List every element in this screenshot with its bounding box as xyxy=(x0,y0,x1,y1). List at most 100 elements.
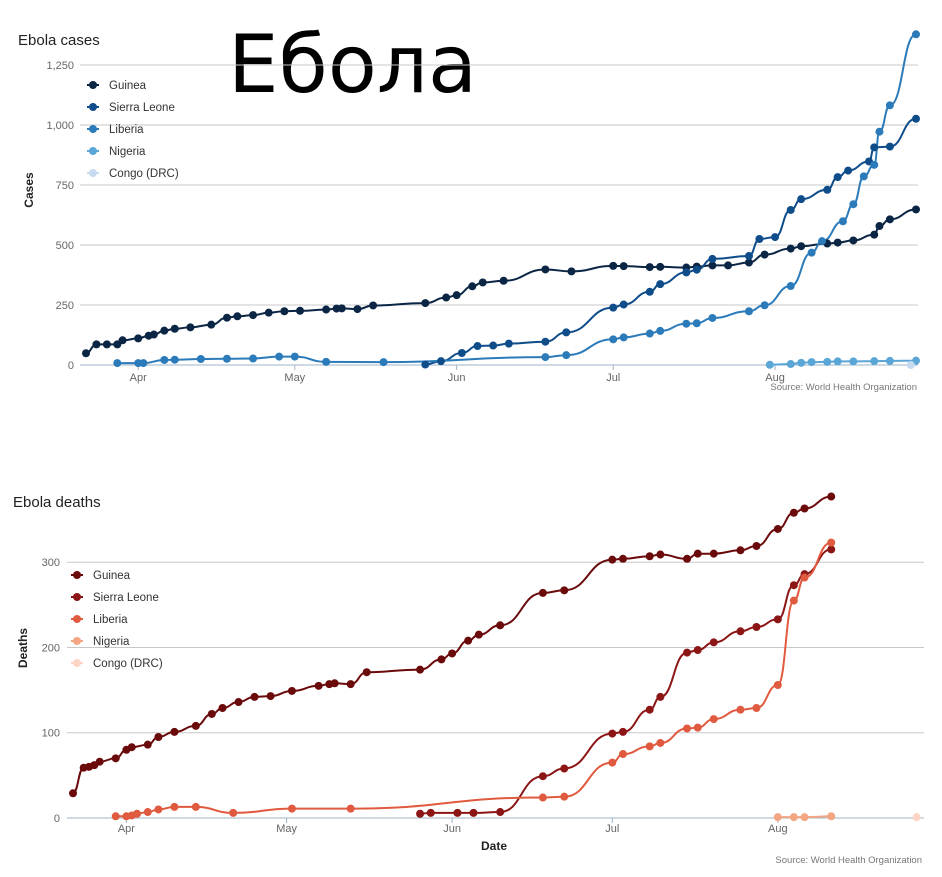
deaths-point-guinea[interactable] xyxy=(656,550,665,559)
deaths-point-sierra-leone[interactable] xyxy=(693,646,702,655)
cases-point-liberia[interactable] xyxy=(619,333,628,342)
deaths-point-sierra-leone[interactable] xyxy=(496,808,505,817)
deaths-point-guinea[interactable] xyxy=(143,740,152,749)
cases-point-sierra-leone[interactable] xyxy=(692,265,701,274)
deaths-point-liberia[interactable] xyxy=(773,680,782,689)
cases-point-guinea[interactable] xyxy=(207,320,216,329)
deaths-point-liberia[interactable] xyxy=(645,742,654,751)
deaths-point-congo-drc-[interactable] xyxy=(912,813,921,822)
deaths-point-guinea[interactable] xyxy=(154,733,163,741)
cases-point-liberia[interactable] xyxy=(708,313,717,322)
deaths-point-guinea[interactable] xyxy=(314,681,323,690)
cases-point-guinea[interactable] xyxy=(724,261,733,270)
deaths-point-guinea[interactable] xyxy=(496,621,505,630)
deaths-point-liberia[interactable] xyxy=(683,724,692,733)
cases-point-guinea[interactable] xyxy=(833,238,842,247)
deaths-point-sierra-leone[interactable] xyxy=(560,764,569,773)
cases-point-sierra-leone[interactable] xyxy=(489,341,498,350)
cases-point-sierra-leone[interactable] xyxy=(457,349,466,357)
deaths-point-liberia[interactable] xyxy=(538,793,547,802)
deaths-point-guinea[interactable] xyxy=(693,549,702,558)
deaths-point-liberia[interactable] xyxy=(618,750,627,759)
deaths-point-nigeria[interactable] xyxy=(800,813,809,822)
deaths-point-guinea[interactable] xyxy=(330,679,339,688)
cases-point-guinea[interactable] xyxy=(870,230,879,239)
deaths-point-guinea[interactable] xyxy=(218,704,227,713)
deaths-point-guinea[interactable] xyxy=(346,680,355,689)
cases-point-guinea[interactable] xyxy=(170,324,179,333)
deaths-point-guinea[interactable] xyxy=(709,549,718,558)
deaths-point-nigeria[interactable] xyxy=(827,812,836,821)
cases-point-liberia[interactable] xyxy=(870,160,879,169)
cases-point-liberia[interactable] xyxy=(656,326,665,335)
cases-legend[interactable]: Guinea Sierra Leone Liberia Nigeria Congo (D… xyxy=(87,80,179,180)
deaths-point-sierra-leone[interactable] xyxy=(656,692,665,701)
deaths-point-liberia[interactable] xyxy=(709,715,718,724)
deaths-point-guinea[interactable] xyxy=(111,754,120,763)
cases-point-sierra-leone[interactable] xyxy=(844,166,853,175)
cases-point-guinea[interactable] xyxy=(885,215,894,224)
deaths-point-guinea[interactable] xyxy=(191,721,200,730)
deaths-point-sierra-leone[interactable] xyxy=(683,648,692,657)
cases-point-guinea[interactable] xyxy=(233,312,242,321)
cases-point-guinea[interactable] xyxy=(322,305,331,314)
deaths-point-sierra-leone[interactable] xyxy=(426,808,435,817)
deaths-point-liberia[interactable] xyxy=(229,808,238,817)
cases-point-guinea[interactable] xyxy=(337,304,346,313)
cases-point-sierra-leone[interactable] xyxy=(656,280,665,289)
deaths-point-liberia[interactable] xyxy=(736,705,745,714)
cases-point-liberia[interactable] xyxy=(692,319,701,328)
cases-point-nigeria[interactable] xyxy=(823,357,832,366)
cases-point-sierra-leone[interactable] xyxy=(504,339,513,348)
cases-point-liberia[interactable] xyxy=(760,301,769,310)
cases-point-liberia[interactable] xyxy=(912,30,920,39)
deaths-point-guinea[interactable] xyxy=(95,757,104,766)
cases-point-guinea[interactable] xyxy=(797,242,806,251)
deaths-point-guinea[interactable] xyxy=(736,546,745,555)
cases-legend-item[interactable]: Congo (DRC) xyxy=(109,168,179,180)
deaths-point-guinea[interactable] xyxy=(464,636,473,645)
deaths-point-sierra-leone[interactable] xyxy=(736,627,745,636)
cases-point-sierra-leone[interactable] xyxy=(885,142,894,151)
cases-point-liberia[interactable] xyxy=(290,352,299,361)
cases-point-liberia[interactable] xyxy=(849,200,858,209)
deaths-point-nigeria[interactable] xyxy=(773,813,782,822)
cases-point-guinea[interactable] xyxy=(619,262,628,271)
cases-point-sierra-leone[interactable] xyxy=(609,303,618,312)
deaths-point-sierra-leone[interactable] xyxy=(752,623,761,632)
deaths-point-guinea[interactable] xyxy=(827,492,836,501)
cases-point-sierra-leone[interactable] xyxy=(870,143,879,152)
deaths-point-nigeria[interactable] xyxy=(789,813,798,822)
cases-point-guinea[interactable] xyxy=(452,291,461,300)
cases-point-liberia[interactable] xyxy=(222,354,231,363)
cases-point-sierra-leone[interactable] xyxy=(823,185,832,194)
deaths-point-sierra-leone[interactable] xyxy=(709,638,718,647)
deaths-point-guinea[interactable] xyxy=(645,552,654,561)
cases-point-liberia[interactable] xyxy=(786,282,795,291)
deaths-point-guinea[interactable] xyxy=(800,504,809,513)
cases-point-sierra-leone[interactable] xyxy=(797,195,806,204)
cases-point-guinea[interactable] xyxy=(421,299,430,308)
cases-point-nigeria[interactable] xyxy=(885,356,894,365)
deaths-point-guinea[interactable] xyxy=(437,655,446,664)
deaths-point-guinea[interactable] xyxy=(683,554,692,563)
cases-point-guinea[interactable] xyxy=(875,222,884,231)
cases-point-liberia[interactable] xyxy=(818,237,827,246)
cases-point-sierra-leone[interactable] xyxy=(619,300,628,309)
cases-point-sierra-leone[interactable] xyxy=(562,328,571,337)
cases-point-liberia[interactable] xyxy=(859,172,868,181)
cases-point-sierra-leone[interactable] xyxy=(645,287,654,296)
cases-point-guinea[interactable] xyxy=(102,340,111,349)
cases-point-liberia[interactable] xyxy=(170,355,179,364)
deaths-point-liberia[interactable] xyxy=(608,758,617,767)
deaths-legend[interactable]: Guinea Sierra Leone Liberia Nigeria Congo (D… xyxy=(71,570,163,670)
cases-point-guinea[interactable] xyxy=(708,261,717,270)
deaths-point-guinea[interactable] xyxy=(560,586,569,595)
deaths-point-liberia[interactable] xyxy=(560,792,569,801)
cases-point-guinea[interactable] xyxy=(134,334,143,343)
deaths-point-guinea[interactable] xyxy=(538,588,547,597)
deaths-point-guinea[interactable] xyxy=(608,555,617,564)
cases-point-nigeria[interactable] xyxy=(849,357,858,366)
cases-point-sierra-leone[interactable] xyxy=(541,337,550,346)
deaths-point-guinea[interactable] xyxy=(416,665,425,674)
